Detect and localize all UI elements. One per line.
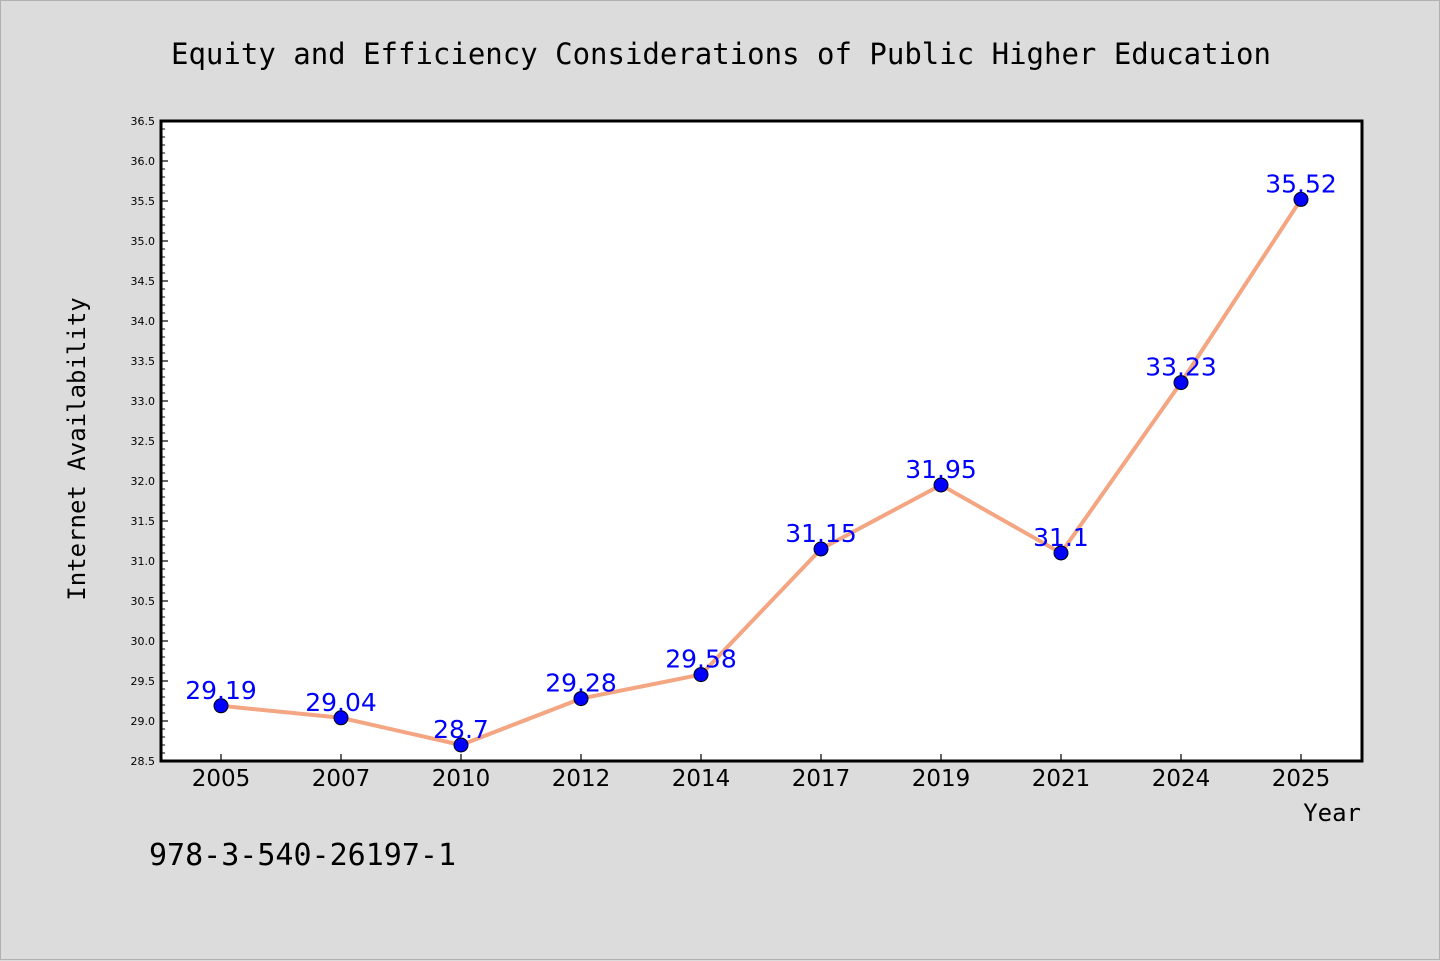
y-tick-label: 32.5	[131, 435, 156, 448]
x-tick-label: 2012	[552, 766, 611, 792]
series-line-group: 29.19 29.04 28.7 29.28 29.58 31.15 31.95 31.1 33…	[185, 169, 1337, 753]
data-label: 29.58	[665, 645, 737, 674]
data-label: 33.23	[1145, 353, 1217, 382]
data-point	[693, 667, 709, 683]
y-tick-label: 36.5	[131, 115, 156, 128]
x-tick-label: 2019	[912, 766, 971, 792]
y-tick-label: 33.5	[131, 355, 156, 368]
y-tick-label: 36.0	[131, 155, 156, 168]
y-tick-label: 30.0	[131, 635, 156, 648]
data-point	[1173, 375, 1189, 391]
x-tick-label: 2005	[192, 766, 251, 792]
footnote-isbn: 978-3-540-26197-1	[149, 838, 456, 873]
x-tick-label: 2021	[1032, 766, 1091, 792]
data-point	[333, 710, 349, 726]
y-tick-label: 29.5	[131, 675, 156, 688]
x-tick-label: 2017	[792, 766, 851, 792]
x-axis: 2005 2007 2010 2012 2014 2017 2019 2021 2024 2025	[192, 754, 1331, 792]
data-label: 35.52	[1265, 169, 1337, 198]
data-label: 29.04	[305, 688, 377, 717]
data-label: 28.7	[433, 715, 489, 744]
x-tick-label: 2024	[1152, 766, 1211, 792]
series-line	[220, 198, 1303, 747]
x-tick-label: 2007	[312, 766, 371, 792]
data-label: 31.1	[1033, 523, 1089, 552]
y-tick-label: 31.5	[131, 515, 156, 528]
y-tick-label: 35.0	[131, 235, 156, 248]
data-point	[1053, 545, 1069, 561]
data-label: 29.28	[545, 669, 617, 698]
y-tick-label: 35.5	[131, 195, 156, 208]
plot-area	[159, 119, 1364, 763]
y-axis: 28.5 29.0 29.5 30.0 30.5 31.0 31.5 32.0 32.5 33.0…	[131, 115, 168, 768]
chart-title: Equity and Efficiency Considerations of …	[171, 37, 1271, 71]
y-tick-label: 29.0	[131, 715, 156, 728]
x-tick-label: 2014	[672, 766, 731, 792]
x-axis-title: Year	[1303, 799, 1361, 827]
data-point	[453, 737, 469, 753]
y-tick-label: 34.0	[131, 315, 156, 328]
x-tick-label: 2010	[432, 766, 491, 792]
data-label: 31.95	[905, 455, 977, 484]
y-tick-label: 34.5	[131, 275, 156, 288]
data-point	[213, 698, 229, 714]
data-point	[1293, 191, 1309, 207]
data-label: 29.19	[185, 676, 257, 705]
y-axis-title: Internet Availability	[63, 297, 91, 600]
data-point	[813, 541, 829, 557]
data-point	[573, 691, 589, 707]
data-point	[933, 477, 949, 493]
x-tick-label: 2025	[1272, 766, 1331, 792]
y-tick-label: 31.0	[131, 555, 156, 568]
y-tick-label: 28.5	[131, 755, 156, 768]
y-tick-label: 32.0	[131, 475, 156, 488]
data-label: 31.15	[785, 519, 857, 548]
y-tick-label: 33.0	[131, 395, 156, 408]
y-tick-label: 30.5	[131, 595, 156, 608]
